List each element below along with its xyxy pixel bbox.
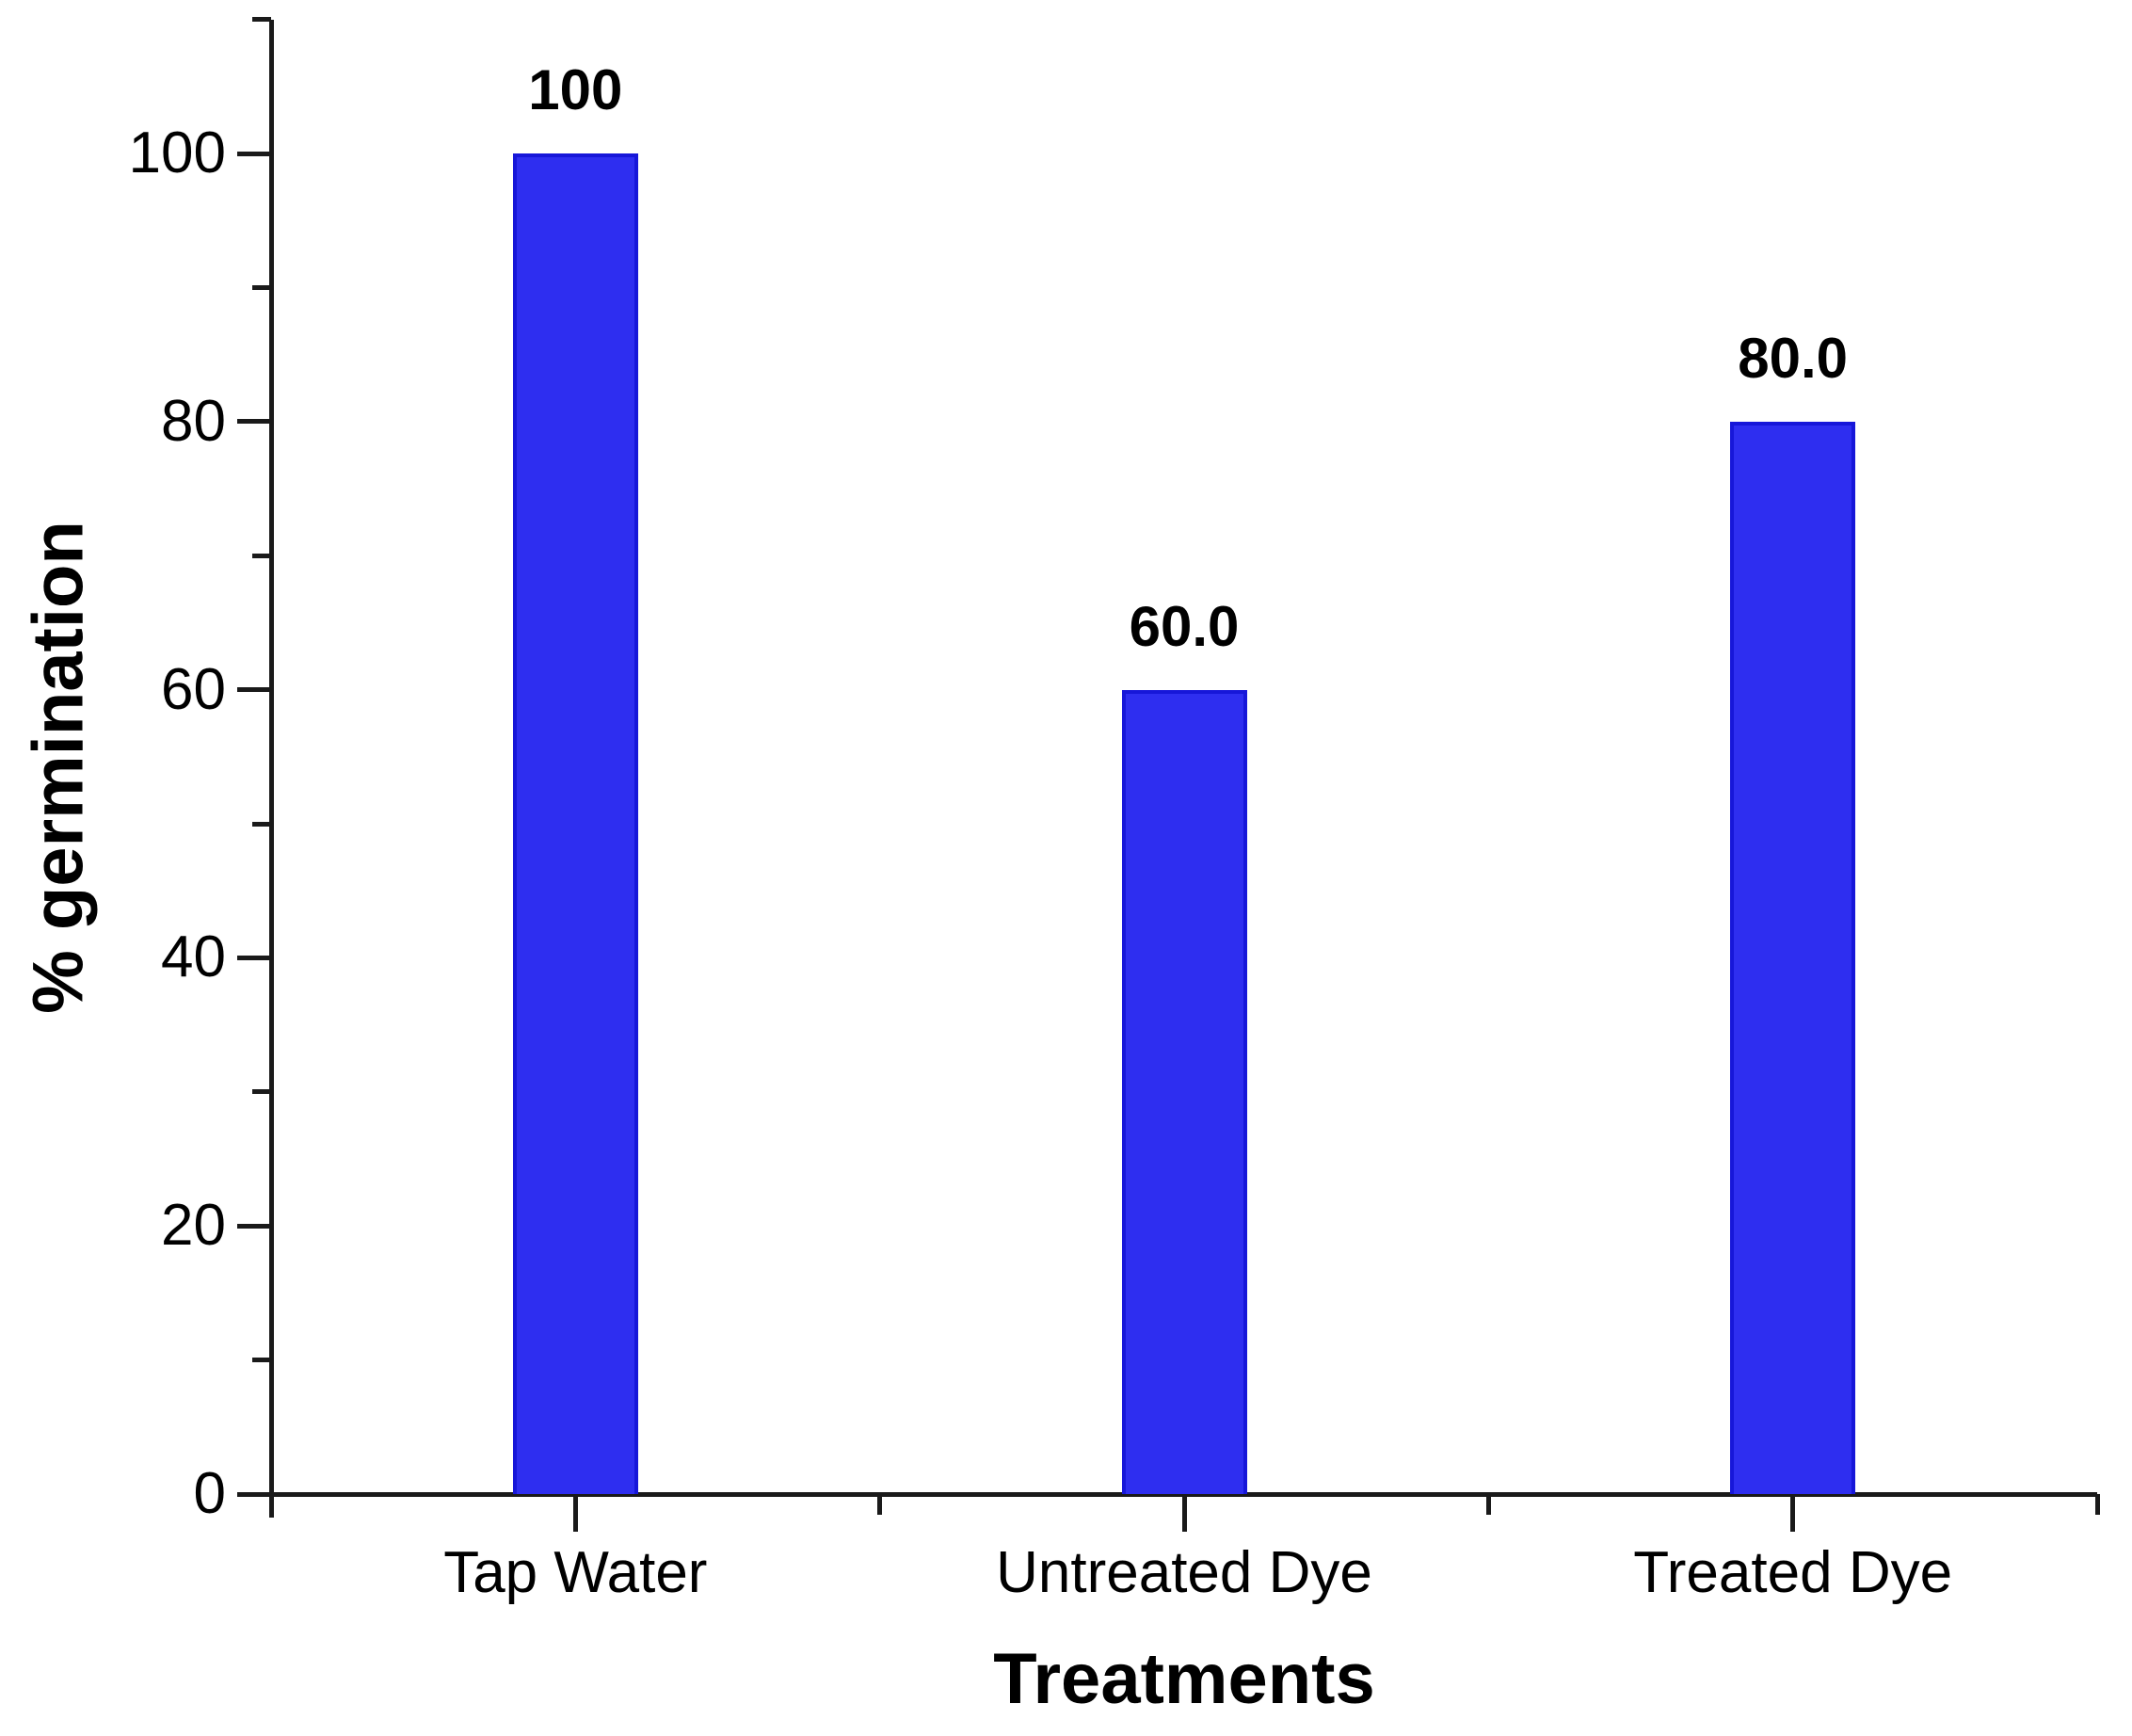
y-axis-title: % germination [18,521,99,1014]
y-minor-tick [252,1089,271,1095]
y-minor-tick [252,17,271,23]
y-major-tick [237,419,271,425]
y-tick-label: 80 [161,388,226,454]
y-tick-label: 40 [161,924,226,990]
y-minor-tick [252,553,271,558]
y-axis-line [268,19,274,1518]
x-major-tick [572,1494,578,1532]
y-tick-label: 60 [161,656,226,722]
x-tick-label: Untreated Dye [996,1540,1372,1605]
x-axis-title: Treatments [993,1639,1375,1719]
y-minor-tick [252,284,271,290]
x-major-tick [1790,1494,1796,1532]
y-major-tick [237,1223,271,1229]
x-tick-label: Tap Water [443,1540,708,1605]
bar [1121,689,1247,1494]
y-major-tick [237,955,271,960]
y-major-tick [237,687,271,693]
x-minor-tick [877,1494,883,1515]
bar-value-label: 100 [528,58,623,121]
x-tick-label: Treated Dye [1633,1540,1953,1605]
y-minor-tick [252,1358,271,1363]
bar-value-label: 60.0 [1129,594,1240,658]
bar-value-label: 80.0 [1738,326,1849,390]
x-minor-tick [1485,1494,1491,1515]
x-major-tick [1181,1494,1187,1532]
y-major-tick [237,151,271,156]
y-tick-label: 100 [128,121,226,185]
y-major-tick [237,1491,271,1497]
y-minor-tick [252,821,271,827]
x-axis-end-tick [2094,1494,2100,1515]
y-tick-label: 0 [193,1461,226,1526]
y-tick-label: 20 [161,1193,226,1259]
bar [1730,421,1856,1494]
bar [512,153,638,1494]
